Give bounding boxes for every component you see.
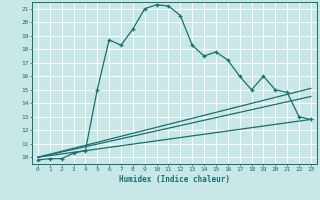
X-axis label: Humidex (Indice chaleur): Humidex (Indice chaleur) (119, 175, 230, 184)
